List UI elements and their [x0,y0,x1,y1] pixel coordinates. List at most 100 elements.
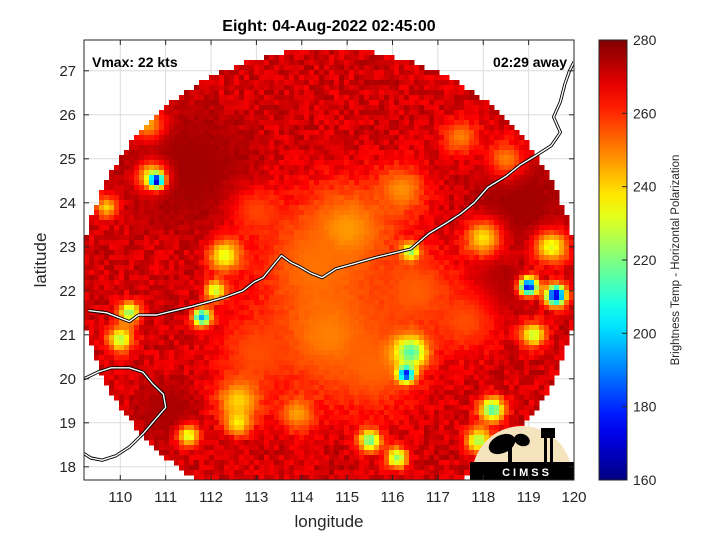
heatmap-cell [284,415,290,421]
heatmap-cell [309,285,315,291]
heatmap-cell [134,425,140,431]
heatmap-cell [329,105,335,111]
heatmap-cell [329,200,335,206]
heatmap-cell [234,365,240,371]
heatmap-cell [324,115,330,121]
heatmap-cell [189,330,195,336]
heatmap-cell [279,170,285,176]
heatmap-cell [344,460,350,466]
heatmap-cell [159,190,165,196]
heatmap-cell [309,120,315,126]
heatmap-cell [349,190,355,196]
heatmap-cell [324,450,330,456]
heatmap-cell [124,265,130,271]
heatmap-cell [214,340,220,346]
heatmap-cell [319,465,325,471]
heatmap-cell [314,145,320,151]
heatmap-cell [374,245,380,251]
heatmap-cell [154,140,160,146]
heatmap-cell [404,430,410,436]
heatmap-cell [229,145,235,151]
heatmap-cell [319,330,325,336]
heatmap-cell [174,230,180,236]
heatmap-cell [244,310,250,316]
heatmap-cell [299,325,305,331]
heatmap-cell [199,350,205,356]
heatmap-cell [204,145,210,151]
heatmap-cell [404,405,410,411]
heatmap-cell [314,345,320,351]
heatmap-cell [109,330,115,336]
heatmap-cell [364,90,370,96]
heatmap-cell [164,325,170,331]
heatmap-cell [384,70,390,76]
heatmap-cell [389,60,395,66]
heatmap-cell [219,395,225,401]
heatmap-cell [364,220,370,226]
heatmap-cell [234,120,240,126]
heatmap-cell [399,90,405,96]
heatmap-cell [369,350,375,356]
heatmap-cell [129,205,135,211]
heatmap-cell [219,415,225,421]
heatmap-cell [164,370,170,376]
heatmap-cell [399,420,405,426]
heatmap-cell [189,465,195,471]
heatmap-cell [219,435,225,441]
heatmap-cell [309,240,315,246]
heatmap-cell [279,220,285,226]
heatmap-cell [299,70,305,76]
heatmap-cell [99,345,105,351]
heatmap-cell [159,315,165,321]
heatmap-cell [254,205,260,211]
heatmap-cell [219,210,225,216]
heatmap-cell [359,370,365,376]
heatmap-cell [144,285,150,291]
heatmap-cell [314,390,320,396]
heatmap-cell [304,325,310,331]
heatmap-cell [314,90,320,96]
heatmap-cell [394,360,400,366]
heatmap-cell [299,200,305,206]
heatmap-cell [184,100,190,106]
heatmap-cell [264,370,270,376]
heatmap-cell [164,305,170,311]
heatmap-cell [294,110,300,116]
heatmap-cell [194,150,200,156]
heatmap-cell [284,360,290,366]
heatmap-cell [169,190,175,196]
heatmap-cell [194,405,200,411]
heatmap-cell [84,235,90,241]
heatmap-cell [199,355,205,361]
heatmap-cell [244,70,250,76]
heatmap-cell [384,265,390,271]
heatmap-cell [124,150,130,156]
heatmap-cell [379,320,385,326]
heatmap-cell [234,300,240,306]
heatmap-cell [329,205,335,211]
heatmap-cell [389,90,395,96]
heatmap-cell [299,345,305,351]
heatmap-cell [229,405,235,411]
heatmap-cell [369,185,375,191]
heatmap-cell [349,80,355,86]
heatmap-cell [334,435,340,441]
heatmap-cell [324,290,330,296]
heatmap-cell [249,375,255,381]
heatmap-cell [189,285,195,291]
heatmap-cell [349,405,355,411]
heatmap-cell [269,470,275,476]
heatmap-cell [379,115,385,121]
heatmap-cell [129,300,135,306]
heatmap-cell [124,290,130,296]
heatmap-cell [154,230,160,236]
heatmap-cell [364,230,370,236]
heatmap-cell [374,335,380,341]
heatmap-cell [219,365,225,371]
heatmap-cell [124,255,130,261]
heatmap-cell [259,175,265,181]
heatmap-cell [254,155,260,161]
heatmap-cell [239,220,245,226]
heatmap-cell [349,330,355,336]
heatmap-cell [144,220,150,226]
